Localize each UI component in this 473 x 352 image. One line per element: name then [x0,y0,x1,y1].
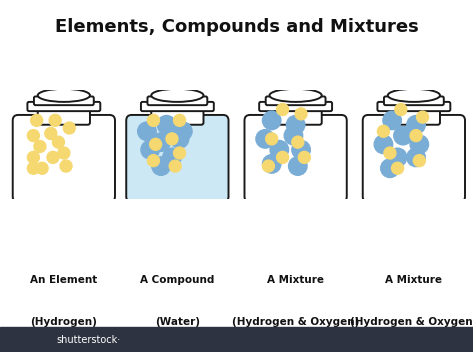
Text: A Mixture: A Mixture [267,275,324,284]
Circle shape [263,160,274,172]
Circle shape [138,122,156,140]
Circle shape [174,147,185,159]
Text: shutterstock·: shutterstock· [57,335,121,345]
Circle shape [286,115,305,134]
Circle shape [166,133,178,145]
FancyBboxPatch shape [377,102,450,111]
Circle shape [384,147,396,159]
Circle shape [163,148,181,166]
Circle shape [410,130,422,142]
Ellipse shape [151,89,203,102]
Circle shape [407,115,425,134]
Circle shape [169,160,181,172]
FancyBboxPatch shape [34,96,94,105]
Circle shape [27,162,39,174]
Circle shape [157,115,176,134]
FancyBboxPatch shape [245,115,347,202]
Text: An Element: An Element [30,275,97,284]
Text: (Hydrogen): (Hydrogen) [30,317,97,327]
Circle shape [263,155,281,173]
Text: Elements, Compounds and Mixtures: Elements, Compounds and Mixtures [54,18,419,36]
Circle shape [292,140,310,159]
FancyBboxPatch shape [151,106,203,125]
FancyBboxPatch shape [266,96,325,105]
Circle shape [141,140,159,159]
FancyBboxPatch shape [148,96,207,105]
Text: A Compound: A Compound [140,275,215,284]
Circle shape [53,136,64,148]
Circle shape [395,103,407,115]
FancyBboxPatch shape [38,106,90,125]
Circle shape [60,160,72,172]
Circle shape [292,136,304,148]
Circle shape [170,130,189,148]
Circle shape [27,130,39,142]
Circle shape [31,114,43,126]
Circle shape [410,135,429,153]
Circle shape [256,130,274,148]
Circle shape [374,135,393,153]
Circle shape [36,162,48,174]
Circle shape [152,133,170,151]
Circle shape [394,126,412,145]
FancyBboxPatch shape [27,102,100,111]
Circle shape [27,151,39,163]
Circle shape [295,108,307,120]
FancyBboxPatch shape [13,115,115,202]
Circle shape [49,114,61,126]
Circle shape [417,111,429,123]
Ellipse shape [270,89,322,102]
FancyBboxPatch shape [141,102,214,111]
Circle shape [383,111,402,130]
Circle shape [152,157,170,175]
Circle shape [270,140,289,159]
Circle shape [289,157,307,175]
Circle shape [58,147,70,159]
Circle shape [266,133,278,145]
FancyBboxPatch shape [270,106,322,125]
FancyBboxPatch shape [126,115,228,202]
Circle shape [63,122,75,134]
FancyBboxPatch shape [363,115,465,202]
Circle shape [148,114,159,126]
Text: (Water): (Water) [155,317,200,327]
Circle shape [34,140,46,152]
Ellipse shape [388,89,440,102]
Circle shape [45,127,57,139]
Text: (Hydrogen & Oxygen): (Hydrogen & Oxygen) [350,317,473,327]
FancyBboxPatch shape [388,106,440,125]
Circle shape [277,103,289,115]
FancyBboxPatch shape [384,96,444,105]
Circle shape [413,155,425,166]
Circle shape [149,138,162,150]
Circle shape [381,159,399,177]
Circle shape [407,148,425,166]
Circle shape [392,162,403,174]
Circle shape [377,125,389,137]
Circle shape [47,151,59,163]
Circle shape [174,122,192,140]
Ellipse shape [38,89,90,102]
Text: A Mixture: A Mixture [385,275,442,284]
FancyBboxPatch shape [259,102,332,111]
Circle shape [263,111,281,130]
Circle shape [388,148,407,166]
Circle shape [284,126,303,145]
Circle shape [148,155,159,166]
Text: (Hydrogen & Oxygen): (Hydrogen & Oxygen) [232,317,359,327]
Circle shape [298,151,310,163]
Circle shape [174,114,185,126]
Circle shape [277,151,289,163]
